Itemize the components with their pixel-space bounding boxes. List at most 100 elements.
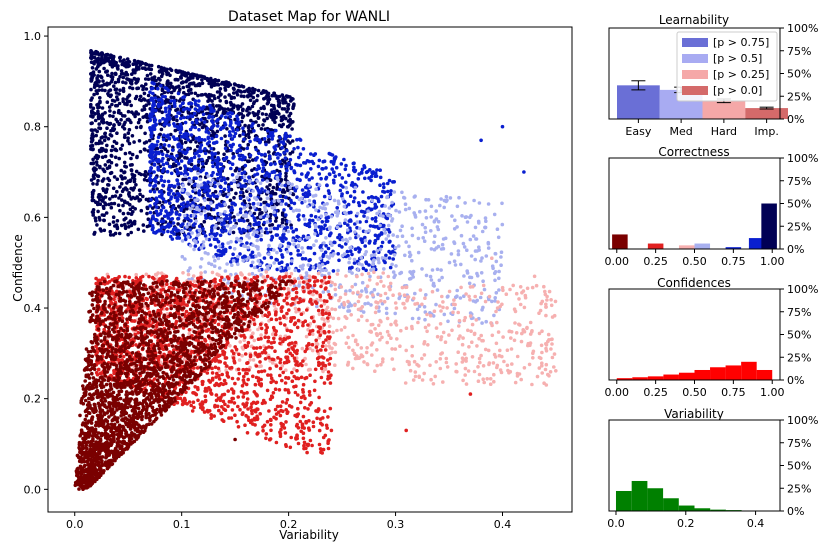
scatter-point	[251, 201, 256, 206]
scatter-point	[239, 271, 243, 275]
scatter-point	[165, 113, 169, 118]
scatter-point	[154, 122, 158, 127]
scatter-point	[274, 257, 279, 262]
scatter-point	[388, 281, 393, 286]
scatter-point	[513, 309, 518, 314]
scatter-point	[243, 244, 248, 248]
scatter-point	[114, 141, 119, 145]
scatter-point	[322, 226, 326, 231]
scatter-point	[118, 55, 123, 60]
scatter-point	[166, 100, 170, 104]
scatter-point	[289, 226, 294, 230]
scatter-point	[171, 205, 176, 209]
scatter-point	[105, 126, 109, 130]
scatter-point	[390, 219, 394, 223]
scatter-point	[162, 214, 167, 219]
scatter-point	[206, 136, 211, 140]
scatter-point	[280, 220, 285, 225]
scatter-point	[264, 227, 269, 231]
scatter-point	[242, 94, 246, 99]
scatter-point	[523, 293, 528, 298]
scatter-point	[165, 149, 170, 154]
scatter-point	[479, 333, 484, 338]
scatter-point	[256, 327, 260, 332]
scatter-point	[374, 332, 379, 336]
scatter-point	[439, 309, 443, 313]
scatter-point	[472, 369, 477, 374]
scatter-point	[167, 136, 171, 141]
scatter-point	[92, 61, 96, 66]
scatter-point	[158, 145, 163, 150]
scatter-point	[247, 272, 252, 277]
scatter-point	[432, 219, 437, 223]
scatter-point	[389, 189, 393, 193]
scatter-point	[296, 253, 301, 257]
scatter-point	[294, 162, 298, 167]
scatter-point	[380, 240, 385, 245]
scatter-point	[279, 178, 284, 182]
scatter-point	[121, 354, 126, 359]
scatter-point	[491, 361, 496, 365]
scatter-point	[314, 208, 318, 212]
scatter-point	[479, 271, 484, 275]
scatter-point	[99, 149, 104, 153]
scatter-point	[282, 142, 286, 146]
scatter-point	[303, 199, 307, 204]
scatter-point	[451, 310, 455, 315]
scatter-point	[93, 81, 98, 85]
scatter-point	[336, 252, 341, 256]
scatter-point	[400, 224, 404, 228]
scatter-point	[259, 106, 263, 111]
scatter-point	[178, 130, 183, 135]
scatter-point	[272, 91, 276, 95]
scatter-point	[93, 51, 98, 55]
scatter-point	[286, 229, 291, 234]
scatter-point	[224, 80, 229, 84]
scatter-point	[91, 182, 95, 186]
scatter-point	[108, 233, 113, 237]
scatter-point	[413, 374, 418, 379]
scatter-point	[241, 395, 246, 399]
scatter-point	[385, 296, 390, 301]
scatter-point	[318, 256, 323, 261]
scatter-point	[137, 67, 141, 71]
scatter-point	[410, 326, 414, 331]
scatter-point	[168, 234, 173, 239]
scatter-point	[156, 86, 160, 91]
scatter-point	[335, 328, 339, 333]
scatter-point	[119, 118, 123, 122]
scatter-point	[251, 189, 255, 193]
scatter-point	[473, 294, 478, 299]
scatter-point	[102, 218, 106, 223]
scatter-point	[91, 134, 96, 139]
scatter-point	[246, 225, 251, 230]
scatter-point	[164, 161, 169, 165]
scatter-point	[219, 253, 224, 258]
scatter-point	[261, 166, 266, 170]
scatter-point	[477, 245, 481, 249]
scatter-point	[252, 205, 256, 210]
scatter-point	[167, 109, 172, 113]
scatter-point	[374, 300, 378, 304]
scatter-point	[129, 168, 134, 172]
scatter-point	[149, 130, 154, 135]
scatter-point	[223, 123, 228, 127]
scatter-point	[327, 172, 332, 176]
scatter-point	[308, 258, 312, 262]
scatter-point	[382, 267, 386, 271]
scatter-point	[324, 166, 328, 170]
scatter-point	[281, 101, 286, 105]
scatter-point	[454, 362, 459, 366]
scatter-point	[364, 287, 368, 292]
scatter-point	[368, 168, 372, 172]
scatter-point	[438, 322, 443, 326]
scatter-point	[124, 70, 128, 75]
scatter-point	[280, 224, 285, 229]
scatter-point	[115, 226, 120, 231]
scatter-point	[456, 252, 461, 257]
scatter-point	[372, 253, 377, 257]
scatter-point	[515, 354, 520, 359]
scatter-point	[382, 185, 386, 190]
scatter-point	[345, 249, 350, 254]
scatter-point	[422, 239, 427, 243]
